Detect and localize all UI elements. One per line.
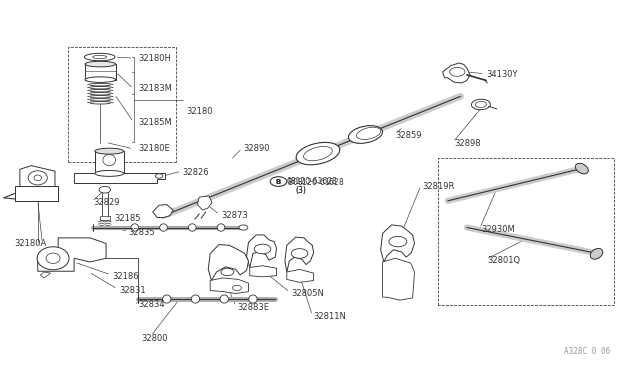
Circle shape	[254, 244, 271, 254]
Ellipse shape	[191, 295, 200, 303]
Text: 32898: 32898	[454, 139, 481, 148]
Text: 32859: 32859	[396, 131, 422, 141]
Polygon shape	[40, 272, 51, 278]
Ellipse shape	[590, 248, 603, 259]
Polygon shape	[383, 258, 415, 300]
Ellipse shape	[103, 154, 116, 166]
Polygon shape	[246, 235, 276, 267]
Polygon shape	[210, 278, 248, 294]
Circle shape	[232, 285, 241, 291]
Ellipse shape	[163, 295, 171, 303]
Text: 08120-61628: 08120-61628	[287, 177, 337, 186]
Ellipse shape	[95, 148, 124, 154]
Ellipse shape	[348, 126, 383, 143]
Bar	[100, 217, 110, 220]
Text: 32883E: 32883E	[237, 303, 269, 312]
Text: 32801Q: 32801Q	[487, 256, 520, 265]
Text: 32831: 32831	[119, 286, 145, 295]
Text: 32811N: 32811N	[314, 312, 346, 321]
Polygon shape	[381, 225, 415, 262]
Text: 32890: 32890	[243, 144, 270, 153]
Circle shape	[270, 177, 287, 186]
Bar	[95, 151, 124, 173]
Polygon shape	[74, 173, 166, 183]
Circle shape	[389, 236, 407, 247]
Polygon shape	[20, 166, 55, 188]
Ellipse shape	[249, 295, 257, 303]
Polygon shape	[197, 196, 212, 210]
Ellipse shape	[34, 175, 42, 181]
Circle shape	[99, 186, 111, 193]
Ellipse shape	[28, 171, 47, 185]
Ellipse shape	[93, 55, 107, 59]
Text: 32819R: 32819R	[422, 182, 454, 191]
Text: 32835: 32835	[129, 228, 155, 237]
Circle shape	[156, 174, 163, 178]
Circle shape	[450, 67, 465, 76]
Polygon shape	[287, 269, 314, 282]
Ellipse shape	[131, 224, 139, 231]
Text: (3): (3)	[296, 186, 307, 195]
Ellipse shape	[217, 224, 225, 231]
Text: 32800: 32800	[141, 334, 168, 343]
Polygon shape	[285, 237, 314, 272]
Ellipse shape	[296, 142, 340, 165]
Text: 32873: 32873	[221, 211, 248, 220]
Ellipse shape	[188, 224, 196, 231]
Text: B: B	[276, 179, 281, 185]
Text: 34130Y: 34130Y	[486, 70, 518, 79]
Text: 32186: 32186	[113, 272, 139, 280]
Bar	[102, 192, 108, 218]
Ellipse shape	[220, 295, 228, 303]
Text: A328C 0 06: A328C 0 06	[564, 347, 611, 356]
Polygon shape	[208, 244, 248, 280]
Ellipse shape	[95, 170, 124, 176]
Ellipse shape	[476, 102, 486, 108]
Ellipse shape	[85, 61, 116, 67]
Ellipse shape	[84, 53, 115, 61]
Text: 32805N: 32805N	[291, 289, 324, 298]
Ellipse shape	[37, 247, 69, 270]
Bar	[85, 64, 116, 80]
Text: $\mathsf{B}$08120-61628: $\mathsf{B}$08120-61628	[287, 176, 345, 187]
Ellipse shape	[356, 127, 381, 140]
Text: 32180E: 32180E	[138, 144, 170, 153]
Ellipse shape	[303, 147, 332, 161]
Polygon shape	[15, 186, 58, 201]
Text: 32834: 32834	[138, 300, 164, 309]
Text: 32826: 32826	[182, 168, 209, 177]
Text: 32829: 32829	[93, 198, 120, 207]
Polygon shape	[443, 63, 470, 83]
Circle shape	[239, 225, 248, 230]
Ellipse shape	[160, 224, 168, 231]
Ellipse shape	[472, 99, 490, 110]
Ellipse shape	[46, 253, 60, 263]
Text: B: B	[276, 179, 281, 185]
Polygon shape	[153, 205, 173, 218]
Text: 32180A: 32180A	[15, 239, 47, 248]
Text: 32185M: 32185M	[138, 118, 172, 127]
Ellipse shape	[85, 77, 116, 83]
Circle shape	[221, 268, 234, 276]
Circle shape	[291, 248, 308, 258]
Polygon shape	[250, 266, 276, 277]
Text: 32930M: 32930M	[481, 225, 515, 234]
Text: 32180H: 32180H	[138, 54, 171, 62]
Text: 32180: 32180	[186, 108, 212, 116]
Polygon shape	[38, 238, 106, 271]
Text: 32183M: 32183M	[138, 84, 172, 93]
Text: 32185: 32185	[115, 214, 141, 223]
Ellipse shape	[575, 163, 588, 174]
Text: (3): (3)	[296, 186, 307, 195]
